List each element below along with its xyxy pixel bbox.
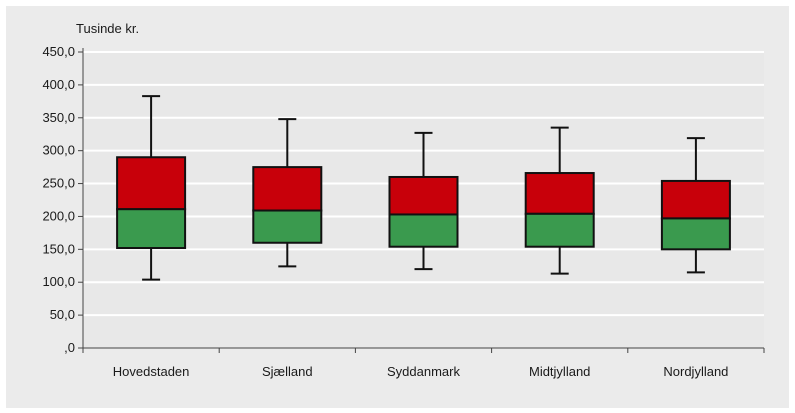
y-tick-label-300: 300,0 — [42, 143, 75, 158]
y-tick-label-200: 200,0 — [42, 208, 75, 223]
lower-box — [116, 208, 187, 250]
lower-box — [660, 217, 731, 251]
upper-box — [388, 175, 459, 216]
box-hovedstaden — [116, 95, 187, 281]
x-tick-label-sjælland: Sjælland — [262, 364, 313, 379]
lower-box — [388, 213, 459, 248]
box-syddanmark — [388, 131, 459, 271]
y-axis-ticks: ,0 50,0 100,0 150,0 200,0 250,0 300,0 350,0 400,… — [42, 44, 83, 355]
y-tick-label-400: 400,0 — [42, 77, 75, 92]
y-tick-label-50: 50,0 — [50, 307, 75, 322]
x-axis: Hovedstaden Sjælland Syddanmark Midtjylland… — [82, 48, 765, 379]
x-tick-label-nordjylland: Nordjylland — [663, 364, 728, 379]
box-sjælland — [252, 118, 323, 268]
lower-box — [524, 212, 595, 248]
y-tick-label-250: 250,0 — [42, 176, 75, 191]
x-tick-label-midtjylland: Midtjylland — [529, 364, 590, 379]
y-tick-label-100: 100,0 — [42, 274, 75, 289]
upper-box — [524, 172, 595, 215]
y-tick-label-350: 350,0 — [42, 110, 75, 125]
x-tick-label-hovedstaden: Hovedstaden — [113, 364, 190, 379]
box-nordjylland — [660, 137, 731, 274]
lower-box — [252, 209, 323, 244]
y-tick-label-450: 450,0 — [42, 44, 75, 59]
x-tick-label-syddanmark: Syddanmark — [387, 364, 460, 379]
upper-box — [252, 166, 323, 212]
y-tick-label-150: 150,0 — [42, 241, 75, 256]
boxes — [116, 95, 731, 281]
y-tick-label-0: ,0 — [64, 340, 75, 355]
box-midtjylland — [524, 126, 595, 275]
upper-box — [660, 179, 731, 220]
upper-box — [116, 156, 187, 211]
y-axis-unit-label: Tusinde kr. — [76, 21, 139, 36]
